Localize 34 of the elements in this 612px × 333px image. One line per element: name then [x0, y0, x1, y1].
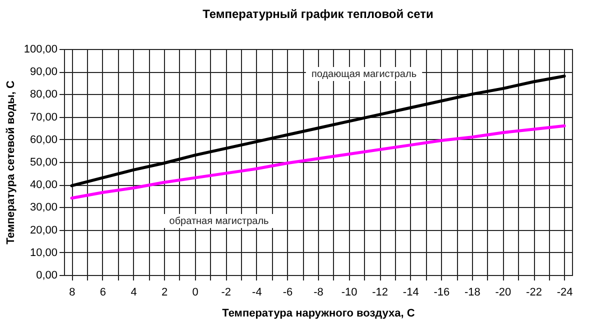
x-tick-label: -16: [434, 286, 450, 298]
y-tick-label: 90,00: [30, 66, 58, 78]
chart-title: Температурный график тепловой сети: [202, 7, 434, 21]
line-series: [70, 124, 566, 200]
x-tick-label: 2: [162, 286, 168, 298]
annotation: подающая магистраль: [311, 69, 417, 80]
x-tick-label: -14: [402, 286, 419, 298]
x-tick-label: -18: [464, 286, 480, 298]
x-tick-label: 8: [69, 286, 76, 298]
x-tick-label: 0: [192, 286, 198, 298]
x-tick-label: -2: [221, 286, 232, 298]
y-tick-label: 10,00: [30, 246, 58, 259]
y-tick-label: 80,00: [30, 88, 58, 101]
y-tick-label: 20,00: [30, 224, 58, 236]
x-tick-label: 6: [100, 286, 106, 298]
y-tick-label: 0,00: [36, 270, 58, 282]
x-tick-label: -10: [341, 286, 358, 298]
x-tick-label: -4: [252, 286, 262, 298]
annotation: обратная магистраль: [169, 216, 269, 227]
y-tick-label: 40,00: [30, 179, 58, 192]
x-tick-label: -20: [495, 286, 512, 298]
x-tick-label: -12: [372, 286, 388, 298]
y-axis-title: Температура сетевой воды, С: [4, 80, 17, 244]
x-tick-label: -24: [556, 286, 573, 298]
x-axis-title: Температура наружного воздуха, С: [222, 308, 415, 320]
x-tick-label: -22: [526, 286, 542, 298]
x-tick-label: 4: [130, 286, 137, 298]
x-tick-label: -6: [282, 286, 293, 298]
y-tick-label: 70,00: [30, 111, 58, 124]
x-tick-label: -8: [314, 286, 324, 298]
y-tick-label: 60,00: [30, 134, 58, 146]
y-tick-label: 50,00: [30, 156, 58, 168]
y-tick-label: 100,00: [24, 44, 58, 56]
y-tick-label: 30,00: [30, 202, 58, 214]
